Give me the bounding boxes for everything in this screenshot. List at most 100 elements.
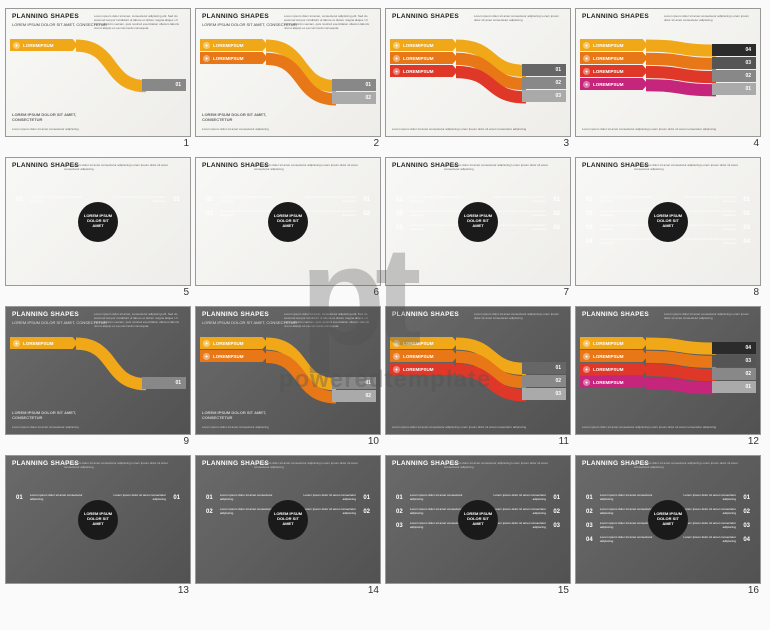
hub-num: 01 <box>356 197 370 203</box>
hub-right-2: Lorem ipsum dolor sit amet consectetur a… <box>682 207 754 220</box>
hub-num: 02 <box>356 211 370 217</box>
hub-right-2: Lorem ipsum dolor sit amet consectetur a… <box>492 505 564 518</box>
hub-text: Lorem ipsum dolor sit amet consectetur a… <box>600 508 654 515</box>
hub-left-4 <box>12 533 84 546</box>
slide-9[interactable]: PLANNING SHAPESLorem ipsum dolor sit ame… <box>5 306 191 435</box>
hub-right-3: Lorem ipsum dolor sit amet consectetur a… <box>682 221 754 234</box>
bulb-icon: ✦ <box>13 340 20 347</box>
hub-left-1: 01Lorem ipsum dolor sit amet consectetur… <box>12 491 84 504</box>
hub-right-4 <box>302 235 374 248</box>
slide-cell-15: PLANNING SHAPESLorem ipsum dolor sit ame… <box>385 455 571 596</box>
slide-number: 2 <box>195 137 381 149</box>
left-arrow-2: ✦LOREMIPSUM <box>200 350 268 362</box>
slide-11[interactable]: PLANNING SHAPESLorem ipsum dolor sit ame… <box>385 306 571 435</box>
hub-left-2: 02Lorem ipsum dolor sit amet consectetur… <box>202 505 274 518</box>
arrow-label: LOREMIPSUM <box>403 56 434 61</box>
hub-num: 01 <box>546 495 560 501</box>
hub-left-3 <box>12 221 84 234</box>
hub-center: LOREM IPSUM DOLOR SIT AMET <box>78 202 118 242</box>
hub-num: 02 <box>396 211 410 217</box>
slide-2[interactable]: PLANNING SHAPESLorem ipsum dolor sit ame… <box>195 8 381 137</box>
hub-right-1: Lorem ipsum dolor sit amet consectetur a… <box>302 193 374 206</box>
left-arrow-1: ✦LOREMIPSUM <box>10 39 78 51</box>
slide-number: 8 <box>575 286 761 298</box>
slide-4[interactable]: PLANNING SHAPESLorem ipsum dolor sit ame… <box>575 8 761 137</box>
arrow-label: LOREMIPSUM <box>403 354 434 359</box>
hub-text: Lorem ipsum dolor sit amet consectetur a… <box>410 508 464 515</box>
hub-left-4 <box>392 533 464 546</box>
slide-cell-5: PLANNING SHAPESLorem ipsum dolor sit ame… <box>5 157 191 298</box>
hub-right-4 <box>492 533 564 546</box>
right-box-04: 04 <box>712 44 756 56</box>
slide-5[interactable]: PLANNING SHAPESLorem ipsum dolor sit ame… <box>5 157 191 286</box>
hub-num: 04 <box>736 537 750 543</box>
left-arrow-3: ✦LOREMIPSUM <box>580 65 648 77</box>
slide-13[interactable]: PLANNING SHAPESLorem ipsum dolor sit ame… <box>5 455 191 584</box>
hub-left-1: 01Lorem ipsum dolor sit amet consectetur… <box>392 491 464 504</box>
left-arrow-2: ✦LOREMIPSUM <box>390 52 458 64</box>
slide-3[interactable]: PLANNING SHAPESLorem ipsum dolor sit ame… <box>385 8 571 137</box>
hub-left-3: 03Lorem ipsum dolor sit amet consectetur… <box>582 519 654 532</box>
wave-connections <box>196 9 380 136</box>
hub-num: 01 <box>396 495 410 501</box>
bulb-icon: ✦ <box>393 340 400 347</box>
hub-right-4: Lorem ipsum dolor sit amet consectetur a… <box>682 235 754 248</box>
bulb-icon: ✦ <box>583 340 590 347</box>
right-box-03: 03 <box>712 355 756 367</box>
slide-7[interactable]: PLANNING SHAPESLorem ipsum dolor sit ame… <box>385 157 571 286</box>
bulb-icon: ✦ <box>393 68 400 75</box>
slide-6[interactable]: PLANNING SHAPESLorem ipsum dolor sit ame… <box>195 157 381 286</box>
hub-right-2: Lorem ipsum dolor sit amet consectetur a… <box>302 505 374 518</box>
slide-10[interactable]: PLANNING SHAPESLorem ipsum dolor sit ame… <box>195 306 381 435</box>
hub-right-1: Lorem ipsum dolor sit amet consectetur a… <box>112 491 184 504</box>
left-arrow-1: ✦LOREMIPSUM <box>10 337 78 349</box>
left-arrow-2: ✦LOREMIPSUM <box>580 52 648 64</box>
hub-right-1: Lorem ipsum dolor sit amet consectetur a… <box>112 193 184 206</box>
slide-8[interactable]: PLANNING SHAPESLorem ipsum dolor sit ame… <box>575 157 761 286</box>
hub-text: Lorem ipsum dolor sit amet consectetur a… <box>682 508 736 515</box>
hub-left-4 <box>12 235 84 248</box>
right-box-01: 01 <box>142 79 186 91</box>
slide-12[interactable]: PLANNING SHAPESLorem ipsum dolor sit ame… <box>575 306 761 435</box>
body-text: Lorem ipsum dolor sit amet consectetur a… <box>634 164 754 172</box>
slide-15[interactable]: PLANNING SHAPESLorem ipsum dolor sit ame… <box>385 455 571 584</box>
slide-16[interactable]: PLANNING SHAPESLorem ipsum dolor sit ame… <box>575 455 761 584</box>
slide-number: 3 <box>385 137 571 149</box>
arrow-label: LOREMIPSUM <box>593 69 624 74</box>
arrow-label: LOREMIPSUM <box>593 341 624 346</box>
hub-num: 01 <box>736 495 750 501</box>
slide-cell-10: PLANNING SHAPESLorem ipsum dolor sit ame… <box>195 306 381 447</box>
hub-center: LOREM IPSUM DOLOR SIT AMET <box>458 500 498 540</box>
hub-text: Lorem ipsum dolor sit amet consectetur a… <box>600 210 654 217</box>
hub-right-4: Lorem ipsum dolor sit amet consectetur a… <box>682 533 754 546</box>
right-box-01: 01 <box>142 377 186 389</box>
hub-right-3: Lorem ipsum dolor sit amet consectetur a… <box>492 519 564 532</box>
body-text: Lorem ipsum dolor sit amet consectetur a… <box>254 164 374 172</box>
hub-text: Lorem ipsum dolor sit amet consectetur a… <box>220 196 274 203</box>
hub-num: 02 <box>586 509 600 515</box>
hub-text: Lorem ipsum dolor sit amet consectetur a… <box>492 224 546 231</box>
hub-num: 04 <box>736 239 750 245</box>
slide-grid: PLANNING SHAPESLorem ipsum dolor sit ame… <box>0 0 770 604</box>
hub-left-4: 04Lorem ipsum dolor sit amet consectetur… <box>582 533 654 546</box>
hub-num: 03 <box>586 523 600 529</box>
hub-text: Lorem ipsum dolor sit amet consectetur a… <box>600 238 654 245</box>
hub-text: Lorem ipsum dolor sit amet consectetur a… <box>302 508 356 515</box>
hub-text: Lorem ipsum dolor sit amet consectetur a… <box>410 210 464 217</box>
hub-text: Lorem ipsum dolor sit amet consectetur a… <box>682 196 736 203</box>
right-box-02: 02 <box>522 77 566 89</box>
hub-right-3: Lorem ipsum dolor sit amet consectetur a… <box>682 519 754 532</box>
slide-1[interactable]: PLANNING SHAPESLorem ipsum dolor sit ame… <box>5 8 191 137</box>
arrow-label: LOREMIPSUM <box>403 341 434 346</box>
slide-cell-2: PLANNING SHAPESLorem ipsum dolor sit ame… <box>195 8 381 149</box>
hub-left-4 <box>202 533 274 546</box>
hub-left-3: 03Lorem ipsum dolor sit amet consectetur… <box>582 221 654 234</box>
body-text: Lorem ipsum dolor sit amet consectetur a… <box>444 462 564 470</box>
hub-center: LOREM IPSUM DOLOR SIT AMET <box>78 500 118 540</box>
slide-14[interactable]: PLANNING SHAPESLorem ipsum dolor sit ame… <box>195 455 381 584</box>
slide-cell-14: PLANNING SHAPESLorem ipsum dolor sit ame… <box>195 455 381 596</box>
hub-num: 01 <box>736 197 750 203</box>
slide-number: 10 <box>195 435 381 447</box>
left-arrow-2: ✦LOREMIPSUM <box>200 52 268 64</box>
hub-text: Lorem ipsum dolor sit amet consectetur a… <box>112 196 166 203</box>
